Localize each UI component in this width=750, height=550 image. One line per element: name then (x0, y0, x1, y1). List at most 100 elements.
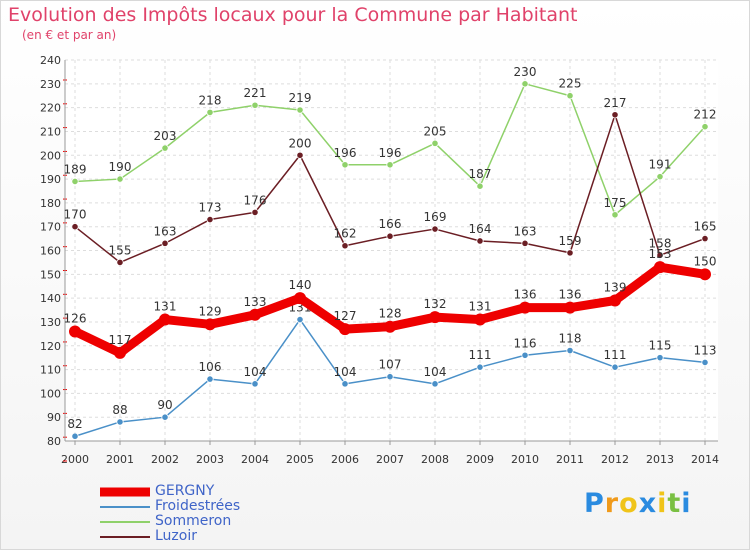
data-point-luzoir (386, 232, 394, 240)
legend-swatch-gergny (100, 487, 150, 496)
data-label-sommeron: 221 (244, 86, 267, 100)
data-point-gergny (69, 325, 81, 338)
data-point-gergny (429, 311, 441, 324)
data-label-luzoir: 165 (694, 220, 717, 234)
data-label-froidestrees: 104 (334, 365, 357, 379)
data-label-gergny: 136 (514, 288, 537, 302)
data-point-gergny (654, 261, 666, 274)
x-tick-label: 2004 (241, 453, 269, 466)
data-point-sommeron (296, 106, 304, 114)
chart-subtitle: (en € et par an) (22, 28, 117, 42)
data-label-luzoir: 162 (334, 227, 357, 241)
data-label-froidestrees: 113 (694, 343, 717, 357)
data-point-luzoir (611, 111, 619, 119)
data-point-sommeron (71, 177, 79, 186)
y-tick-label: 90 (47, 411, 61, 424)
y-tick-label: 170 (40, 221, 61, 234)
data-label-froidestrees: 116 (514, 336, 537, 350)
logo-letter: t (667, 488, 682, 519)
logo-letter: i (657, 488, 668, 519)
data-label-gergny: 126 (64, 311, 87, 325)
x-tick-label: 2000 (61, 453, 89, 466)
data-label-froidestrees: 111 (604, 348, 627, 362)
logo-letter: i (681, 488, 692, 519)
data-label-froidestrees: 107 (379, 358, 402, 372)
data-label-luzoir: 159 (559, 234, 582, 248)
data-point-sommeron (206, 108, 214, 116)
y-tick-label: 130 (40, 316, 61, 329)
data-point-froidestrees (386, 373, 394, 381)
data-label-sommeron: 203 (154, 129, 177, 143)
data-label-luzoir: 166 (379, 217, 402, 231)
data-label-sommeron: 189 (64, 162, 87, 176)
chart-title: Evolution des Impôts locaux pour la Comm… (8, 4, 578, 26)
x-tick-label: 2006 (331, 453, 359, 466)
data-label-froidestrees: 118 (559, 332, 582, 346)
data-label-luzoir: 170 (64, 208, 87, 222)
data-label-gergny: 133 (244, 295, 267, 309)
data-point-froidestrees (206, 375, 214, 383)
data-label-gergny: 117 (109, 333, 132, 347)
data-label-sommeron: 175 (604, 196, 627, 210)
logo-letter: P (584, 488, 605, 519)
data-label-gergny: 127 (334, 309, 357, 323)
y-tick-label: 140 (40, 292, 61, 305)
data-point-gergny (519, 301, 531, 314)
data-point-luzoir (701, 234, 709, 243)
data-point-luzoir (341, 242, 349, 250)
data-label-gergny: 129 (199, 304, 222, 318)
x-tick-label: 2012 (601, 453, 629, 466)
data-point-luzoir (476, 237, 484, 245)
data-point-sommeron (476, 182, 484, 190)
x-tick-label: 2009 (466, 453, 494, 466)
x-tick-label: 2005 (286, 453, 314, 466)
x-tick-label: 2002 (151, 453, 179, 466)
data-point-sommeron (341, 161, 349, 169)
legend-label: Luzoir (155, 528, 197, 544)
y-tick-label: 230 (40, 78, 61, 91)
data-label-luzoir: 200 (289, 136, 312, 150)
data-point-gergny (384, 320, 396, 333)
logo-letter: r (604, 488, 620, 519)
data-label-gergny: 139 (604, 281, 627, 295)
data-point-sommeron (656, 173, 664, 181)
data-point-sommeron (701, 123, 709, 131)
data-point-froidestrees (521, 351, 529, 359)
data-point-luzoir (296, 151, 304, 159)
data-point-sommeron (611, 211, 619, 219)
data-label-gergny: 131 (154, 300, 177, 314)
data-label-gergny: 136 (559, 288, 582, 302)
data-label-luzoir: 173 (199, 201, 222, 215)
data-point-luzoir (521, 239, 529, 247)
y-tick-label: 100 (40, 387, 61, 400)
data-label-gergny: 131 (469, 300, 492, 314)
data-label-luzoir: 176 (244, 193, 267, 207)
data-point-froidestrees (251, 380, 259, 388)
proxiti-logo: Proxiti (584, 488, 692, 519)
y-tick-label: 120 (40, 340, 61, 353)
data-point-gergny (609, 294, 621, 307)
data-point-froidestrees (71, 432, 79, 440)
data-label-sommeron: 190 (109, 160, 132, 174)
x-tick-label: 2003 (196, 453, 224, 466)
data-point-luzoir (206, 215, 214, 224)
data-point-sommeron (116, 175, 124, 183)
data-label-gergny: 153 (649, 247, 672, 261)
data-label-sommeron: 219 (289, 91, 312, 105)
data-label-luzoir: 169 (424, 210, 447, 224)
data-label-sommeron: 218 (199, 93, 222, 107)
data-point-gergny (204, 318, 216, 331)
data-point-froidestrees (296, 315, 304, 324)
data-point-froidestrees (566, 346, 574, 355)
data-point-gergny (114, 346, 126, 359)
y-tick-label: 200 (40, 149, 61, 162)
y-tick-label: 150 (40, 268, 61, 281)
data-point-gergny (564, 301, 576, 314)
data-label-luzoir: 163 (514, 224, 537, 238)
data-point-luzoir (431, 225, 439, 233)
y-tick-label: 80 (47, 435, 61, 448)
data-point-froidestrees (161, 413, 169, 421)
x-tick-label: 2014 (691, 453, 719, 466)
data-label-froidestrees: 104 (424, 365, 447, 379)
